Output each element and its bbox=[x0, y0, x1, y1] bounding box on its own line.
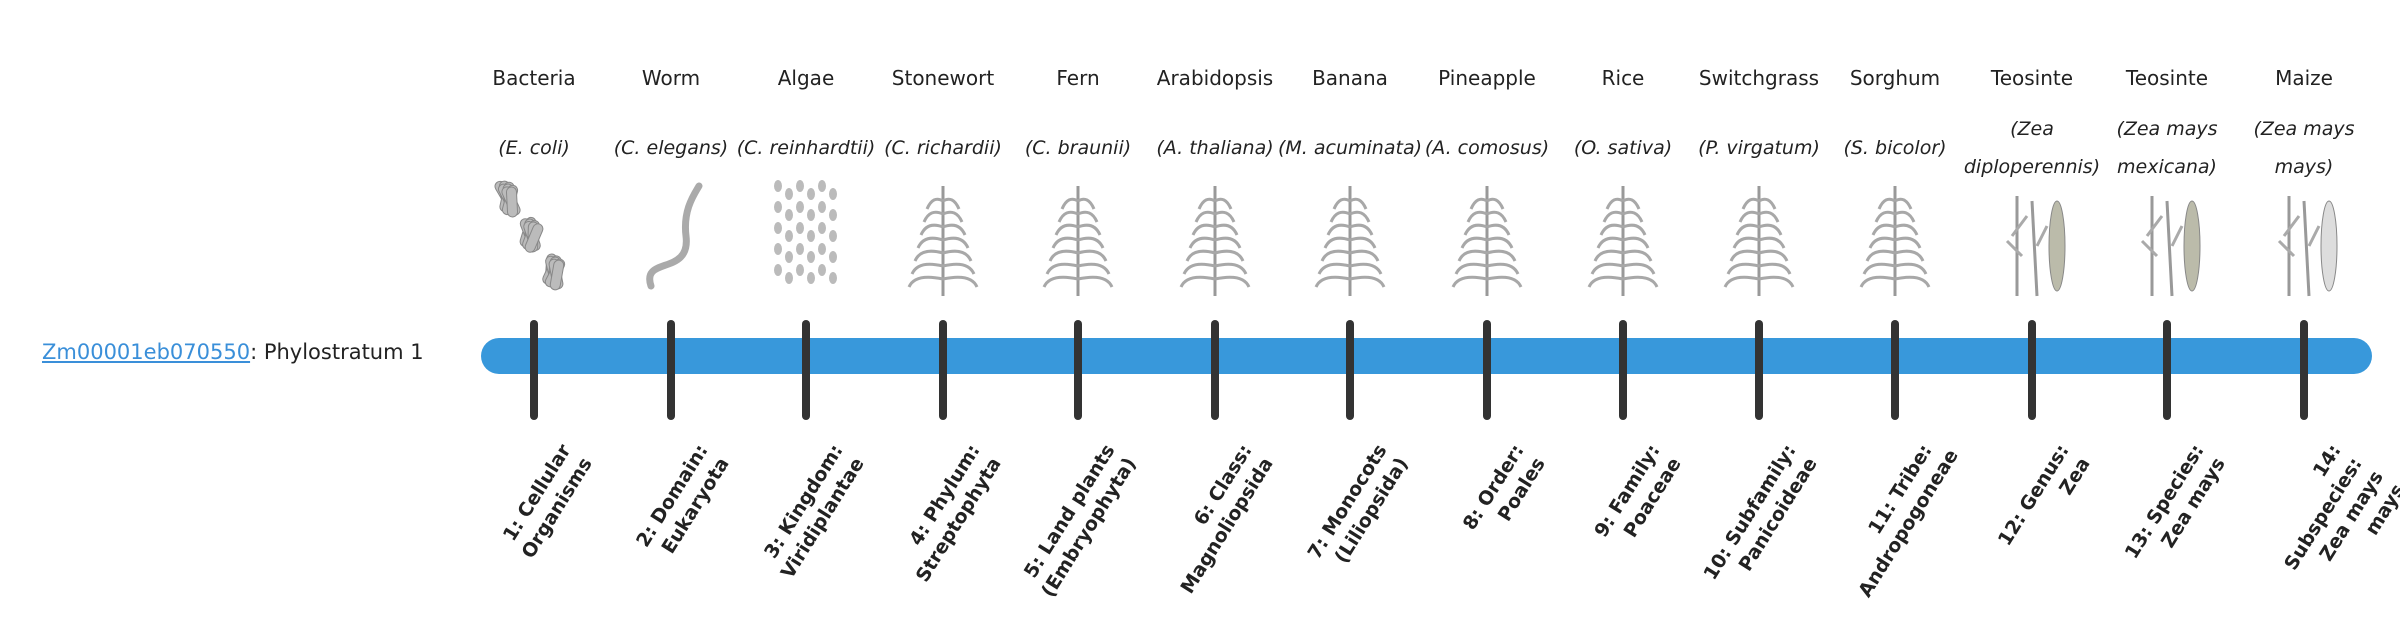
stratum-label: 5: Land plants (Embryophyta) bbox=[1019, 440, 1141, 602]
stratum-label: 4: Phylum: Streptophyta bbox=[905, 440, 1006, 587]
stratum-tick bbox=[1346, 320, 1354, 420]
stratum-label: 9: Family: Poaceae bbox=[1590, 440, 1686, 542]
species-name: (P. virgatum) bbox=[1685, 108, 1833, 188]
common-name: Stonewort bbox=[891, 66, 995, 90]
worm-icon bbox=[631, 176, 711, 298]
stratum-tick bbox=[1074, 320, 1082, 420]
switchgrass-icon bbox=[1719, 176, 1799, 298]
stratum-tick bbox=[1891, 320, 1899, 420]
species-name: (C. reinhardtii) bbox=[732, 108, 880, 188]
stratum-label: 2: Domain: Eukaryota bbox=[632, 440, 734, 558]
species-name: (C. braunii) bbox=[1004, 108, 1152, 188]
stratum-tick bbox=[530, 320, 538, 420]
species-name: (S. bicolor) bbox=[1821, 108, 1969, 188]
species-text: (Zea diploperennis) bbox=[1963, 118, 2101, 178]
stratum-label: 1: Cellular Organisms bbox=[498, 440, 597, 563]
stratum-tick bbox=[802, 320, 810, 420]
common-name: Banana bbox=[1312, 66, 1388, 90]
fern-icon bbox=[1038, 176, 1118, 298]
species-text: (C. reinhardtii) bbox=[736, 137, 876, 159]
stratum-label: 11: Tribe: Andropogoneae bbox=[1854, 440, 1963, 602]
rice-icon bbox=[1583, 176, 1663, 298]
common-name: Algae bbox=[777, 66, 835, 90]
stratum-label: 13: Species: Zea mays bbox=[2120, 440, 2230, 563]
common-name: Fern bbox=[1056, 66, 1100, 90]
stratum-tick bbox=[1619, 320, 1627, 420]
common-name: Arabidopsis bbox=[1156, 66, 1274, 90]
species-text: (C. braunii) bbox=[1024, 137, 1132, 159]
common-name: Teosinte bbox=[2125, 66, 2209, 90]
species-name: (Zea mays mays) bbox=[2230, 108, 2378, 188]
species-text: (P. virgatum) bbox=[1698, 137, 1820, 159]
stratum-tick bbox=[939, 320, 947, 420]
species-text: (A. thaliana) bbox=[1156, 137, 1274, 159]
stratum-label: 3: Kingdom: Viridiplantae bbox=[760, 440, 869, 583]
species-text: (E. coli) bbox=[498, 137, 570, 159]
stratum-tick bbox=[2163, 320, 2171, 420]
teosinte-icon bbox=[2127, 176, 2207, 298]
stratum-tick bbox=[667, 320, 675, 420]
species-name: (C. elegans) bbox=[597, 108, 745, 188]
common-name: Teosinte bbox=[1990, 66, 2074, 90]
common-name: Rice bbox=[1601, 66, 1645, 90]
gene-phylostratum-label: Zm00001eb070550: Phylostratum 1 bbox=[42, 340, 424, 364]
species-name: (Zea mays mexicana) bbox=[2093, 108, 2241, 188]
species-name: (M. acuminata) bbox=[1276, 108, 1424, 188]
pineapple-icon bbox=[1447, 176, 1527, 298]
stratum-tick bbox=[2028, 320, 2036, 420]
species-text: (A. comosus) bbox=[1424, 137, 1550, 159]
stratum-tick bbox=[1483, 320, 1491, 420]
sorghum-icon bbox=[1855, 176, 1935, 298]
common-name: Switchgrass bbox=[1698, 66, 1820, 90]
stratum-tick bbox=[1211, 320, 1219, 420]
species-text: (O. sativa) bbox=[1573, 137, 1673, 159]
species-name: (C. richardii) bbox=[869, 108, 1017, 188]
species-name: (A. thaliana) bbox=[1141, 108, 1289, 188]
maize-icon bbox=[2264, 176, 2344, 298]
species-text: (S. bicolor) bbox=[1843, 137, 1947, 159]
stratum-tick bbox=[2300, 320, 2308, 420]
species-text: (Zea mays mays) bbox=[2253, 118, 2355, 178]
species-text: (Zea mays mexicana) bbox=[2116, 118, 2218, 178]
teosinte-icon bbox=[1992, 176, 2072, 298]
arabidopsis-icon bbox=[1175, 176, 1255, 298]
common-name: Sorghum bbox=[1849, 66, 1941, 90]
algae-icon bbox=[766, 176, 846, 298]
stratum-label: 8: Order: Poales bbox=[1458, 440, 1550, 534]
species-text: (C. elegans) bbox=[613, 137, 729, 159]
gene-id-link[interactable]: Zm00001eb070550 bbox=[42, 340, 251, 364]
stratum-label: 14: Subspecies: Zea mays mays bbox=[2280, 440, 2400, 575]
stratum-label: 7: Monocots (Liliopsida) bbox=[1303, 440, 1413, 568]
stratum-label: 12: Genus: Zea bbox=[1993, 440, 2095, 550]
species-name: (Zea diploperennis) bbox=[1958, 108, 2106, 188]
timeline-bar bbox=[481, 338, 2372, 374]
common-name: Worm bbox=[641, 66, 701, 90]
bacteria-icon bbox=[494, 176, 574, 298]
common-name: Bacteria bbox=[492, 66, 576, 90]
stonewort-icon bbox=[903, 176, 983, 298]
stratum-label: 10: Subfamily: Panicoideae bbox=[1699, 440, 1822, 584]
species-name: (E. coli) bbox=[460, 108, 608, 188]
species-name: (O. sativa) bbox=[1549, 108, 1697, 188]
phylostratum-text: : Phylostratum 1 bbox=[250, 340, 424, 364]
common-name: Maize bbox=[2275, 66, 2333, 90]
common-name: Pineapple bbox=[1438, 66, 1536, 90]
species-text: (C. richardii) bbox=[884, 137, 1002, 159]
banana-icon bbox=[1310, 176, 1390, 298]
species-text: (M. acuminata) bbox=[1278, 137, 1422, 159]
stratum-tick bbox=[1755, 320, 1763, 420]
species-name: (A. comosus) bbox=[1413, 108, 1561, 188]
stratum-label: 6: Class: Magnoliopsida bbox=[1176, 440, 1278, 598]
